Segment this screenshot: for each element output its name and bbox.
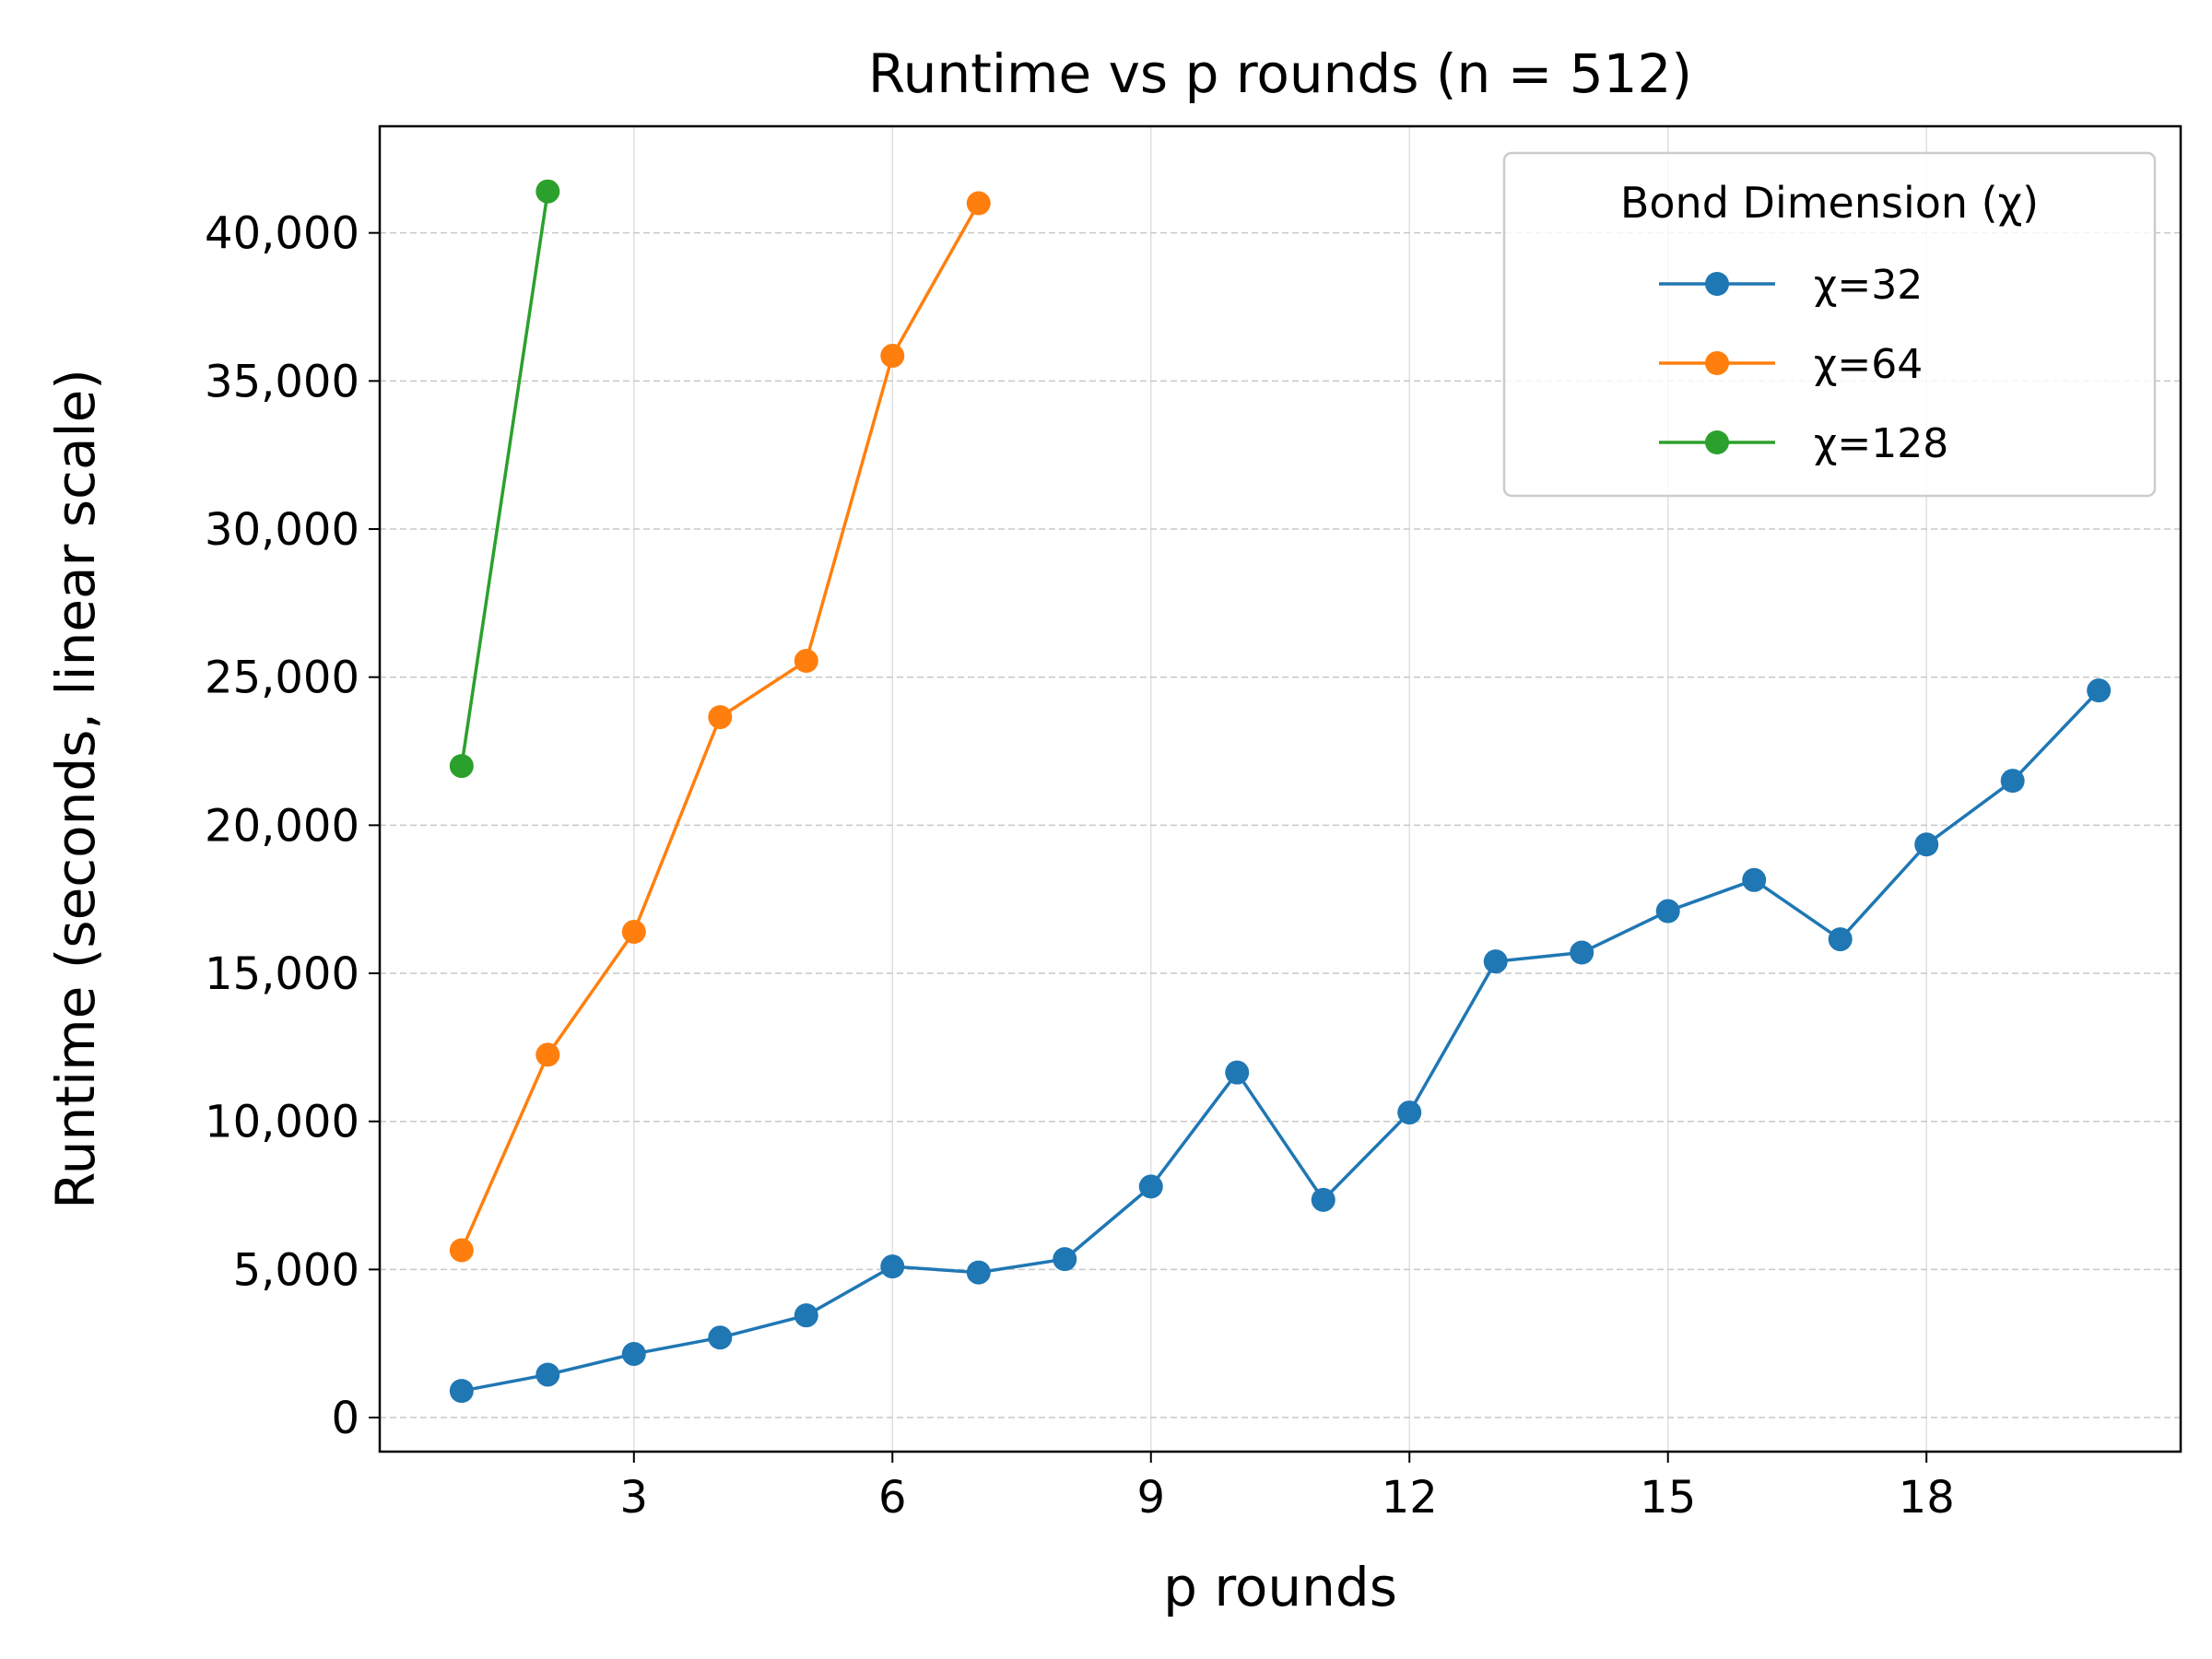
legend-label: χ=128 (1814, 420, 1948, 467)
legend-entry: χ=64 (1659, 341, 1923, 388)
chart-title: Runtime vs p rounds (n = 512) (868, 42, 1692, 105)
x-tick-label: 18 (1899, 1472, 1955, 1524)
x-tick-label: 6 (878, 1472, 907, 1524)
data-point (535, 179, 560, 204)
series-χ=32 (449, 678, 2112, 1404)
data-point (794, 1303, 818, 1328)
x-tick-label: 9 (1136, 1472, 1165, 1524)
grid-lines (380, 126, 2181, 1452)
y-tick-label: 25,000 (205, 653, 359, 704)
legend: Bond Dimension (χ) χ=32 χ=64 χ=128 (1502, 151, 2157, 498)
data-point (1914, 832, 1939, 857)
legend-marker (1705, 430, 1729, 454)
y-tick-label: 20,000 (205, 800, 359, 852)
x-axis-ticks: 3 6 9 12 15 18 (620, 1452, 1955, 1524)
data-point (1225, 1060, 1250, 1085)
x-tick-label: 3 (620, 1472, 649, 1524)
data-point (1311, 1187, 1335, 1212)
series-line (460, 191, 550, 767)
data-point (1828, 927, 1853, 952)
plot-frame (378, 124, 2183, 1453)
data-point (880, 344, 905, 369)
y-tick-label: 10,000 (205, 1097, 359, 1148)
series-line (461, 688, 2100, 1393)
data-point (1655, 899, 1680, 924)
data-point (708, 705, 733, 730)
y-axis-label: Runtime (seconds, linear scale) (44, 369, 107, 1209)
data-point (1053, 1247, 1077, 1272)
legend-label: χ=32 (1814, 262, 1923, 309)
legend-entries: χ=32 χ=64 χ=128 (1659, 262, 1948, 467)
y-tick-label: 5,000 (233, 1244, 359, 1296)
x-axis-label: p rounds (1163, 1556, 1397, 1618)
data-point (2000, 769, 2025, 794)
data-point (966, 1260, 991, 1285)
data-series (449, 179, 2112, 1404)
data-point (449, 1379, 474, 1404)
y-tick-label: 15,000 (205, 948, 359, 1000)
data-point (880, 1254, 905, 1279)
data-point (1570, 940, 1594, 965)
y-axis-ticks: 0 5,000 10,000 15,000 20,000 25,000 30,000 35,0… (205, 208, 380, 1444)
x-tick-label: 12 (1382, 1472, 1438, 1524)
y-tick-label: 0 (331, 1393, 359, 1444)
legend-marker (1705, 351, 1729, 375)
series-χ=64 (449, 191, 991, 1263)
legend-title: Bond Dimension (χ) (1620, 178, 2039, 228)
data-point (1483, 949, 1508, 974)
legend-entry: χ=32 (1659, 262, 1923, 309)
data-point (621, 920, 646, 945)
data-point (1742, 867, 1767, 892)
legend-box (1502, 151, 2157, 498)
data-point (2087, 678, 2112, 703)
data-point (1138, 1174, 1163, 1199)
x-tick-label: 15 (1640, 1472, 1696, 1524)
legend-marker (1705, 272, 1729, 296)
y-tick-label: 40,000 (205, 208, 359, 260)
data-point (708, 1325, 733, 1350)
data-point (535, 1042, 560, 1067)
data-point (535, 1362, 560, 1387)
data-point (449, 1238, 474, 1263)
y-tick-label: 30,000 (205, 504, 359, 556)
legend-label: χ=64 (1814, 341, 1923, 388)
data-point (966, 191, 991, 216)
data-point (449, 754, 474, 779)
legend-entry: χ=128 (1659, 420, 1948, 467)
data-point (1397, 1100, 1422, 1125)
y-tick-label: 35,000 (205, 356, 359, 407)
series-χ=128 (449, 179, 560, 779)
data-point (621, 1341, 646, 1366)
data-point (794, 649, 818, 674)
